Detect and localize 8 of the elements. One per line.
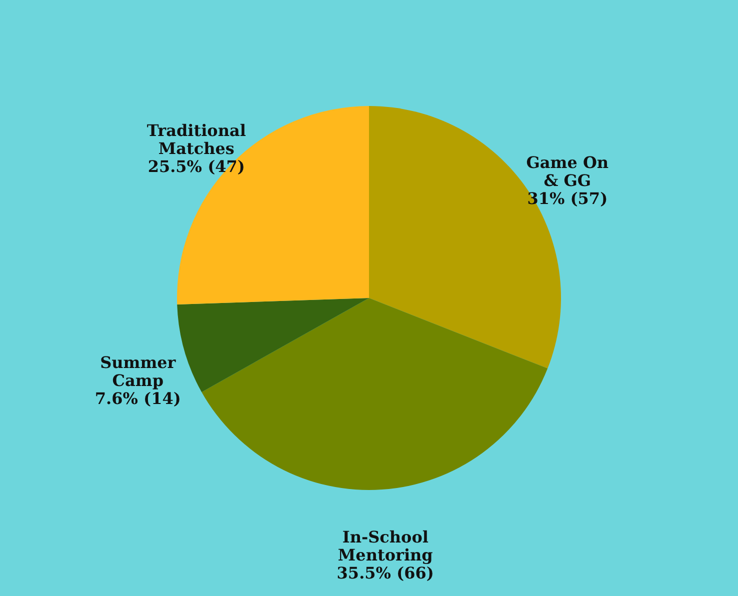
- data-label: 7.6% (14): [94, 388, 181, 408]
- slice-label: Summer Camp: [100, 352, 176, 390]
- pie-slice: [177, 298, 369, 392]
- pie-slice: [202, 298, 548, 490]
- data-label: 35.5% (66): [336, 563, 434, 582]
- slice-label: In-School Mentoring: [338, 527, 433, 564]
- slice-label: Traditional Matches: [146, 121, 246, 158]
- slice-label: Game On & GG: [526, 152, 609, 190]
